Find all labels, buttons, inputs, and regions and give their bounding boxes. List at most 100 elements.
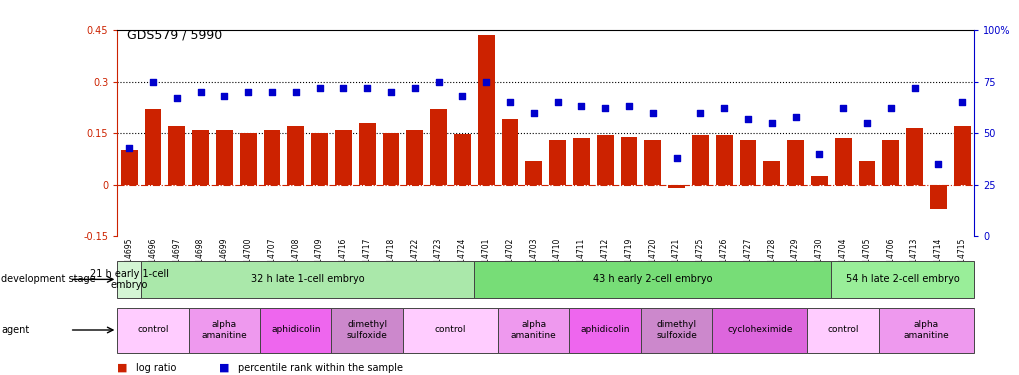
Bar: [501, 119, 518, 185]
Text: aphidicolin: aphidicolin: [271, 326, 320, 334]
Bar: [474, 261, 830, 298]
Bar: [193, 130, 209, 185]
Point: [644, 110, 660, 116]
Bar: [287, 126, 304, 185]
Text: ■: ■: [219, 363, 229, 373]
Bar: [497, 308, 569, 352]
Bar: [858, 160, 874, 185]
Text: control: control: [826, 326, 858, 334]
Text: log ratio: log ratio: [136, 363, 176, 373]
Bar: [691, 135, 708, 185]
Text: cycloheximide: cycloheximide: [727, 326, 792, 334]
Bar: [596, 135, 612, 185]
Point: [763, 120, 780, 126]
Text: aphidicolin: aphidicolin: [580, 326, 630, 334]
Bar: [117, 308, 189, 352]
Bar: [216, 130, 232, 185]
Point: [810, 151, 826, 157]
Bar: [762, 160, 780, 185]
Point: [478, 79, 494, 85]
Bar: [905, 128, 922, 185]
Bar: [620, 136, 637, 185]
Bar: [359, 123, 375, 185]
Point: [453, 93, 470, 99]
Bar: [881, 140, 899, 185]
Bar: [331, 308, 403, 352]
Bar: [189, 308, 260, 352]
Point: [929, 161, 946, 167]
Point: [239, 89, 256, 95]
Text: percentile rank within the sample: percentile rank within the sample: [237, 363, 403, 373]
Bar: [121, 150, 138, 185]
Point: [667, 155, 684, 161]
Bar: [430, 109, 446, 185]
Point: [430, 79, 446, 85]
Bar: [406, 130, 423, 185]
Bar: [787, 140, 803, 185]
Point: [787, 114, 803, 120]
Text: 54 h late 2-cell embryo: 54 h late 2-cell embryo: [845, 274, 959, 284]
Point: [549, 99, 566, 105]
Point: [525, 110, 541, 116]
Bar: [929, 185, 946, 209]
Point: [407, 85, 423, 91]
Text: ■: ■: [117, 363, 127, 373]
Bar: [334, 130, 352, 185]
Point: [501, 99, 518, 105]
Bar: [569, 308, 640, 352]
Point: [906, 85, 922, 91]
Bar: [667, 185, 684, 188]
Bar: [640, 308, 711, 352]
Bar: [145, 109, 161, 185]
Bar: [260, 308, 331, 352]
Text: alpha
amanitine: alpha amanitine: [903, 320, 949, 340]
Bar: [807, 308, 878, 352]
Text: agent: agent: [1, 325, 30, 335]
Point: [359, 85, 375, 91]
Point: [835, 105, 851, 111]
Bar: [715, 135, 732, 185]
Point: [311, 85, 327, 91]
Bar: [548, 140, 566, 185]
Bar: [117, 261, 141, 298]
Point: [168, 95, 184, 101]
Bar: [311, 133, 328, 185]
Text: dimethyl
sulfoxide: dimethyl sulfoxide: [346, 320, 387, 340]
Bar: [953, 126, 969, 185]
Bar: [830, 261, 973, 298]
Point: [881, 105, 898, 111]
Text: 32 h late 1-cell embryo: 32 h late 1-cell embryo: [251, 274, 364, 284]
Point: [953, 99, 969, 105]
Bar: [834, 138, 851, 185]
Text: dimethyl
sulfoxide: dimethyl sulfoxide: [655, 320, 696, 340]
Bar: [739, 140, 755, 185]
Point: [596, 105, 612, 111]
Point: [692, 110, 708, 116]
Bar: [382, 133, 399, 185]
Bar: [141, 261, 474, 298]
Point: [287, 89, 304, 95]
Bar: [403, 308, 497, 352]
Bar: [573, 138, 589, 185]
Text: GDS579 / 5990: GDS579 / 5990: [127, 28, 222, 41]
Bar: [810, 176, 826, 185]
Point: [573, 103, 589, 110]
Text: control: control: [138, 326, 168, 334]
Text: alpha
amanitine: alpha amanitine: [202, 320, 247, 340]
Bar: [644, 140, 660, 185]
Point: [335, 85, 352, 91]
Point: [145, 79, 161, 85]
Bar: [711, 308, 807, 352]
Point: [264, 89, 280, 95]
Text: alpha
amanitine: alpha amanitine: [511, 320, 556, 340]
Point: [715, 105, 732, 111]
Bar: [453, 134, 471, 185]
Text: 43 h early 2-cell embryo: 43 h early 2-cell embryo: [592, 274, 712, 284]
Point: [621, 103, 637, 110]
Bar: [525, 160, 541, 185]
Bar: [168, 126, 185, 185]
Text: development stage: development stage: [1, 274, 96, 284]
Bar: [878, 308, 973, 352]
Point: [739, 116, 755, 122]
Point: [858, 120, 874, 126]
